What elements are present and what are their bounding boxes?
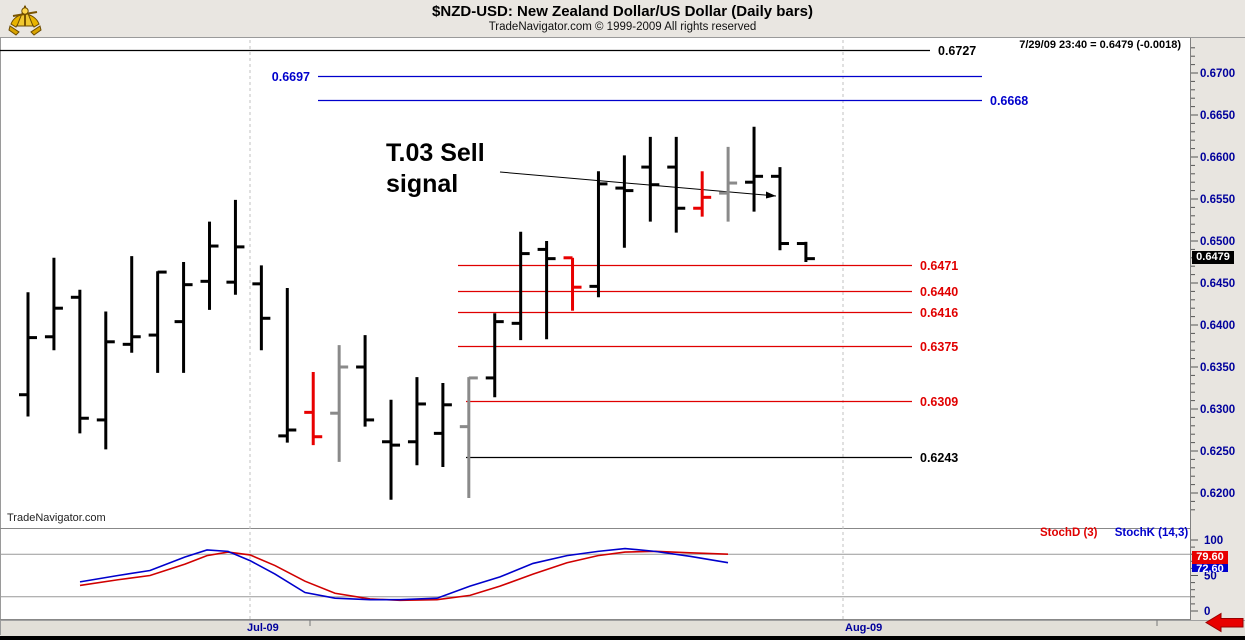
stoch-axis-label-50: 50 bbox=[1204, 571, 1217, 583]
stochastic-legend: StochD (3) StochK (14,3) bbox=[1040, 527, 1189, 539]
date-label-jul: Jul-09 bbox=[247, 622, 279, 634]
price-axis-label-0.6500: 0.6500 bbox=[1200, 236, 1235, 248]
stochd-curve bbox=[79, 550, 729, 602]
price-axis-label-0.6400: 0.6400 bbox=[1200, 320, 1235, 332]
chart-title: $NZD-USD: New Zealand Dollar/US Dollar (… bbox=[432, 3, 813, 20]
date-label-aug: Aug-09 bbox=[845, 622, 883, 634]
trendline-arrowhead bbox=[766, 191, 776, 199]
chart-header: $NZD-USD: New Zealand Dollar/US Dollar (… bbox=[0, 0, 1245, 38]
sell-signal-line2: signal bbox=[386, 170, 459, 198]
price-axis-label-0.6350: 0.6350 bbox=[1200, 362, 1235, 374]
price-axis-label-0.6550: 0.6550 bbox=[1200, 194, 1235, 206]
price-level-label-0.6375: 0.6375 bbox=[920, 340, 958, 354]
stoch-axis-label-0: 0 bbox=[1204, 606, 1210, 618]
price-axis-label-0.6200: 0.6200 bbox=[1200, 488, 1235, 500]
price-level-label-0.6727: 0.6727 bbox=[938, 44, 976, 58]
sextant-logo-icon[interactable] bbox=[7, 2, 43, 36]
price-level-label-0.6668: 0.6668 bbox=[990, 94, 1028, 108]
last-price-tag: 0.6479 bbox=[1192, 251, 1234, 264]
stochk-value-tag: 72.60 bbox=[1192, 564, 1228, 572]
bottom-border-bar bbox=[0, 636, 1245, 640]
legend-stochk[interactable]: StochK (14,3) bbox=[1114, 527, 1189, 539]
sell-signal-line1: T.03 Sell bbox=[386, 139, 485, 167]
watermark-text: TradeNavigator.com bbox=[7, 512, 106, 524]
sell-signal-annotation: T.03 Sell signal bbox=[386, 138, 485, 200]
date-axis-strip[interactable] bbox=[0, 620, 1245, 636]
price-axis-label-0.6700: 0.6700 bbox=[1200, 68, 1235, 80]
price-level-label-0.6309: 0.6309 bbox=[920, 395, 958, 409]
scroll-left-arrow-icon[interactable] bbox=[1205, 612, 1244, 633]
chart-subtitle: TradeNavigator.com © 1999-2009 All right… bbox=[488, 21, 757, 33]
last-quote-readout: 7/29/09 23:40 = 0.6479 (-0.0018) bbox=[1019, 39, 1181, 51]
price-axis-label-0.6600: 0.6600 bbox=[1200, 152, 1235, 164]
price-axis-strip[interactable] bbox=[1190, 38, 1245, 635]
price-axis-label-0.6450: 0.6450 bbox=[1200, 278, 1235, 290]
stochk-curve bbox=[79, 547, 729, 601]
price-level-label-0.6471: 0.6471 bbox=[920, 259, 958, 273]
price-axis-label-0.6650: 0.6650 bbox=[1200, 110, 1235, 122]
price-level-label-0.6440: 0.6440 bbox=[920, 285, 958, 299]
price-level-label-0.6697: 0.6697 bbox=[272, 70, 310, 84]
stoch-axis-label-100: 100 bbox=[1204, 535, 1223, 547]
legend-stochd[interactable]: StochD (3) bbox=[1040, 527, 1098, 539]
price-level-label-0.6416: 0.6416 bbox=[920, 306, 958, 320]
price-axis-label-0.6250: 0.6250 bbox=[1200, 446, 1235, 458]
stochd-value-tag: 79.60 bbox=[1192, 551, 1228, 564]
price-level-label-0.6243: 0.6243 bbox=[920, 451, 958, 465]
price-axis-label-0.6300: 0.6300 bbox=[1200, 404, 1235, 416]
sell-signal-trendline bbox=[499, 171, 777, 197]
